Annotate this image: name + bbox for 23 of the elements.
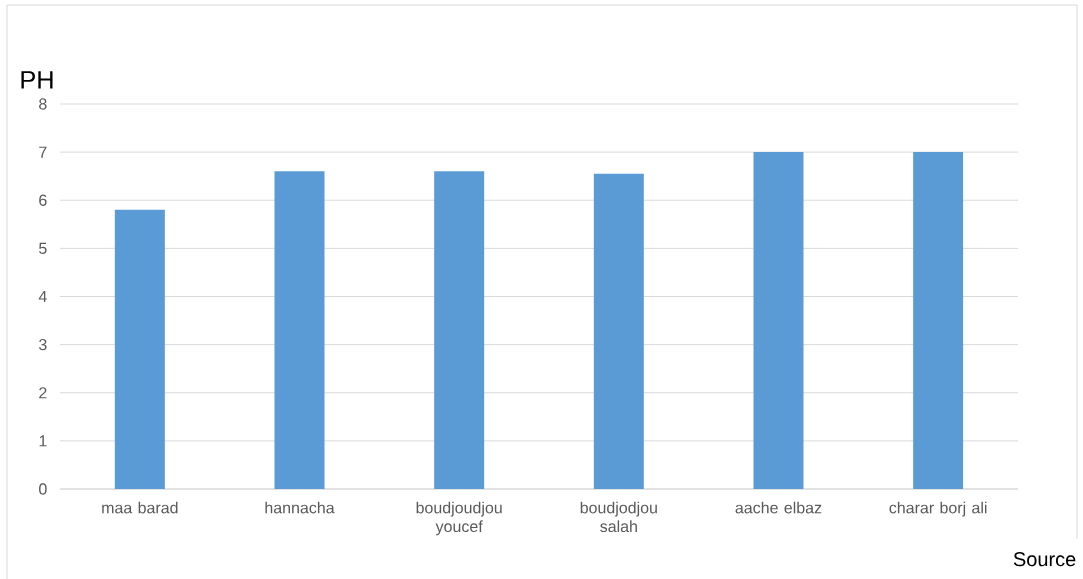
y-tick-label: 4 xyxy=(38,291,47,302)
x-tick-label: maa barad xyxy=(102,501,178,514)
y-axis-title: PH xyxy=(21,71,53,89)
x-tick-label: boudjoudjou youcef xyxy=(416,501,502,536)
x-tick-label: boudjodjou salah xyxy=(580,501,657,533)
y-tick-label: 6 xyxy=(39,194,47,206)
y-tick-label: 5 xyxy=(39,242,47,254)
x-tick-label: aache elbaz xyxy=(735,501,822,514)
bar xyxy=(274,171,325,489)
bar xyxy=(593,173,644,489)
y-tick-label: 2 xyxy=(39,387,47,399)
y-tick-label: 8 xyxy=(39,98,47,110)
bar xyxy=(114,209,165,489)
y-tick-label: 1 xyxy=(39,435,47,447)
y-tick-label: 3 xyxy=(39,338,47,351)
bar xyxy=(913,152,964,489)
bar xyxy=(753,152,804,489)
x-tick-label: charar borj ali xyxy=(889,501,987,517)
x-tick-label: hannacha xyxy=(265,501,335,514)
bar xyxy=(434,171,485,489)
text: Source xyxy=(1013,552,1076,567)
y-tick-label: 7 xyxy=(39,146,47,158)
y-tick-label: 0 xyxy=(39,483,47,495)
